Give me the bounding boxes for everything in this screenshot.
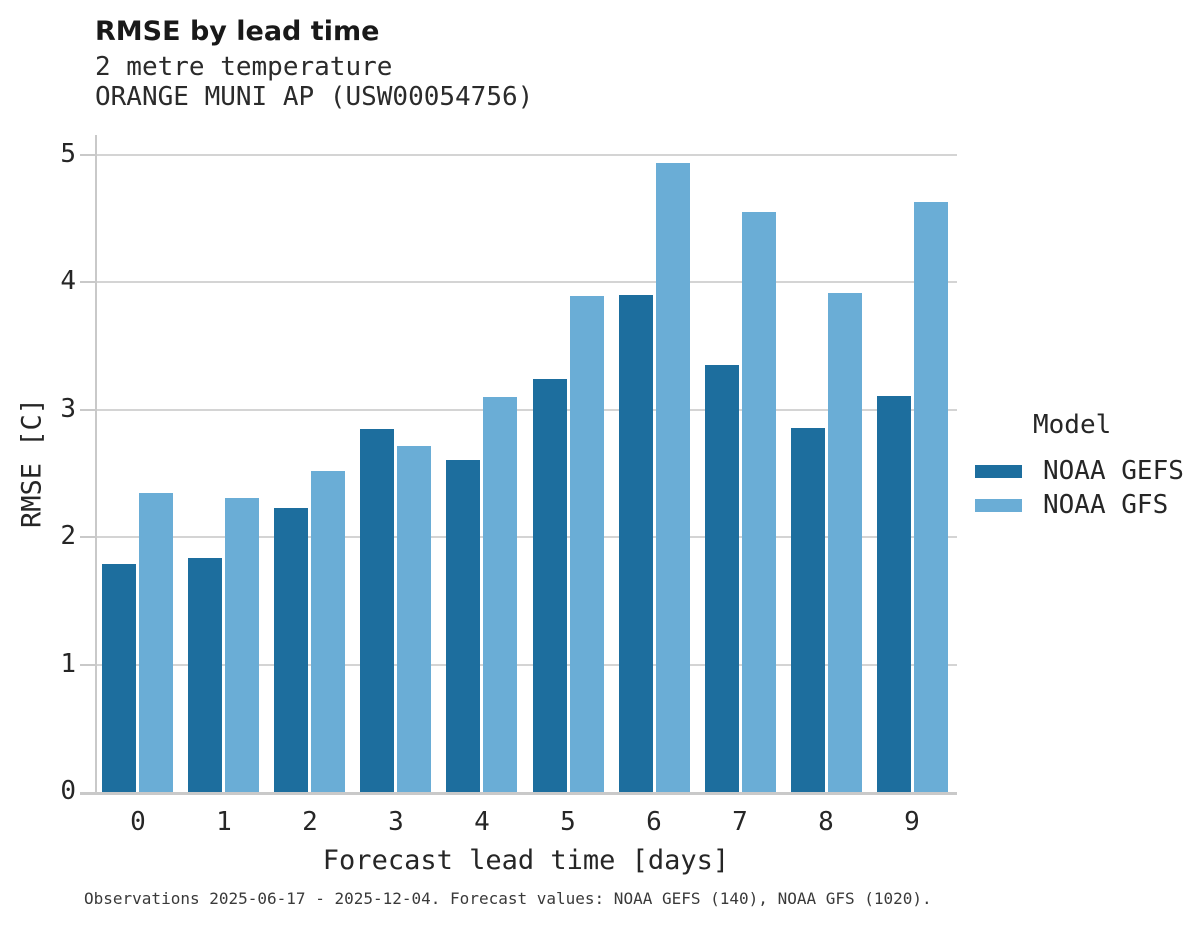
bar-noaa-gefs-day-2 xyxy=(274,508,308,792)
plot-area: 0 1 2 3 4 5 0 1 2 3 4 5 6 7 8 9 xyxy=(60,135,957,835)
y-tick-label-2: 2 xyxy=(60,521,76,551)
gridline-y-1 xyxy=(95,664,957,666)
bar-noaa-gfs-day-0 xyxy=(139,493,173,792)
bar-noaa-gfs-day-8 xyxy=(828,293,862,792)
y-tick-label-5: 5 xyxy=(60,139,76,169)
x-tick-label-3: 3 xyxy=(388,807,404,837)
x-tick-label-9: 9 xyxy=(904,807,920,837)
chart-subtitle-variable: 2 metre temperature xyxy=(95,52,393,82)
bar-noaa-gefs-day-6 xyxy=(619,295,653,792)
bar-noaa-gfs-day-7 xyxy=(742,212,776,792)
bar-noaa-gfs-day-3 xyxy=(397,446,431,792)
x-tick-label-2: 2 xyxy=(302,807,318,837)
bar-noaa-gfs-day-5 xyxy=(570,296,604,792)
y-tick-5 xyxy=(80,154,95,156)
footer-caption: Observations 2025-06-17 - 2025-12-04. Fo… xyxy=(84,889,932,908)
y-tick-1 xyxy=(80,664,95,666)
y-axis-spine xyxy=(95,135,97,792)
bar-noaa-gefs-day-1 xyxy=(188,558,222,792)
x-axis-spine xyxy=(80,792,957,795)
legend-entry-noaa-gfs: NOAA GFS xyxy=(975,488,1184,522)
bar-noaa-gfs-day-9 xyxy=(914,202,948,792)
bar-noaa-gefs-day-3 xyxy=(360,429,394,792)
chart-subtitle-station: ORANGE MUNI AP (USW00054756) xyxy=(95,82,534,112)
bar-noaa-gefs-day-5 xyxy=(533,379,567,792)
y-tick-label-1: 1 xyxy=(60,649,76,679)
x-tick-label-1: 1 xyxy=(216,807,232,837)
gridline-y-3 xyxy=(95,409,957,411)
legend-entry-noaa-gefs: NOAA GEFS xyxy=(975,454,1184,488)
x-tick-label-0: 0 xyxy=(130,807,146,837)
y-axis-title: RMSE [C] xyxy=(16,397,48,529)
x-tick-label-5: 5 xyxy=(560,807,576,837)
bar-noaa-gfs-day-1 xyxy=(225,498,259,792)
bar-noaa-gefs-day-4 xyxy=(446,460,480,792)
legend-label: NOAA GFS xyxy=(1043,490,1169,520)
gridline-y-4 xyxy=(95,281,957,283)
legend-entries: NOAA GEFS NOAA GFS xyxy=(975,454,1184,522)
y-tick-label-4: 4 xyxy=(60,266,76,296)
legend-swatch-icon xyxy=(975,464,1022,478)
bar-noaa-gefs-day-7 xyxy=(705,365,739,792)
bar-noaa-gefs-day-9 xyxy=(877,396,911,792)
legend: Model NOAA GEFS NOAA GFS xyxy=(975,410,1184,522)
y-tick-3 xyxy=(80,409,95,411)
bar-noaa-gefs-day-0 xyxy=(102,564,136,792)
legend-label: NOAA GEFS xyxy=(1043,456,1184,486)
x-tick-label-6: 6 xyxy=(646,807,662,837)
legend-title: Model xyxy=(1033,410,1112,440)
bar-noaa-gfs-day-4 xyxy=(483,397,517,792)
bar-noaa-gefs-day-8 xyxy=(791,428,825,792)
y-tick-label-0: 0 xyxy=(60,776,76,806)
bar-noaa-gfs-day-2 xyxy=(311,471,345,792)
legend-swatch-icon xyxy=(975,498,1022,512)
y-tick-label-3: 3 xyxy=(60,394,76,424)
x-tick-label-7: 7 xyxy=(732,807,748,837)
y-tick-4 xyxy=(80,281,95,283)
x-tick-label-8: 8 xyxy=(818,807,834,837)
x-tick-label-4: 4 xyxy=(474,807,490,837)
x-axis-title: Forecast lead time [days] xyxy=(322,845,730,876)
gridline-y-5 xyxy=(95,154,957,156)
gridline-y-2 xyxy=(95,536,957,538)
bar-noaa-gfs-day-6 xyxy=(656,163,690,792)
y-tick-2 xyxy=(80,536,95,538)
chart-title: RMSE by lead time xyxy=(95,16,380,47)
